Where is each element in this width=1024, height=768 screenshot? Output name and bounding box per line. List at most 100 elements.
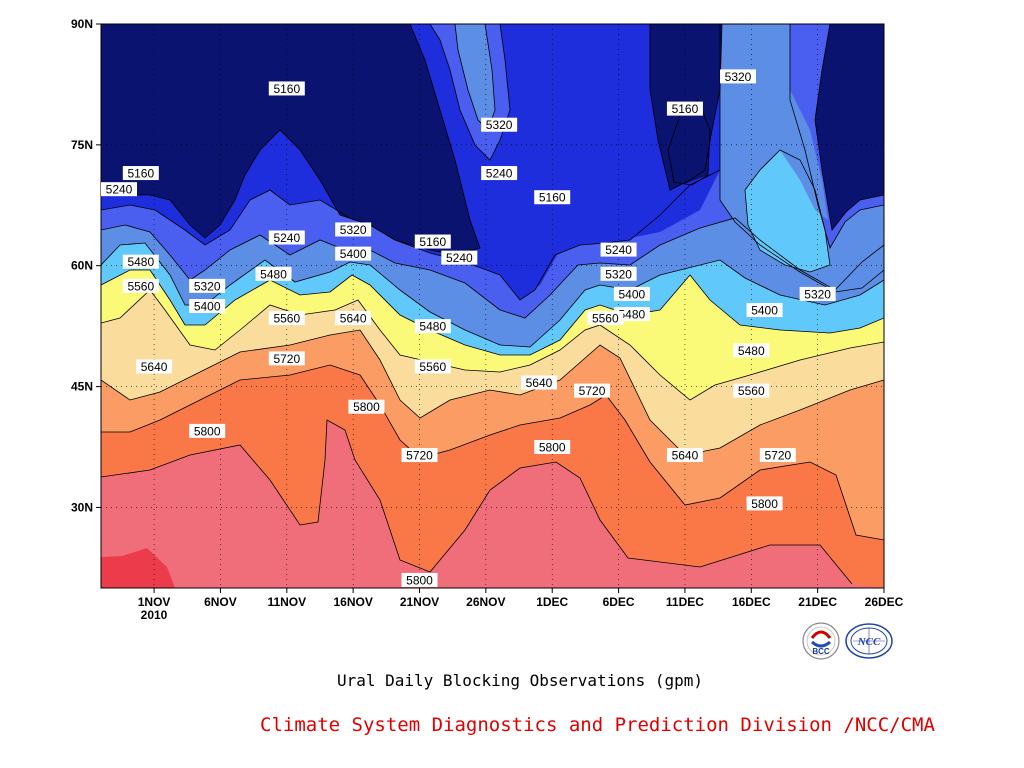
contour-label-text: 5560 [127,279,154,293]
contour-label: 5400 [746,303,783,318]
contour-label-text: 5320 [605,267,632,281]
contour-label: 5800 [534,440,571,455]
contour-label: 5320 [720,69,757,84]
contour-label-box [520,375,557,390]
contour-label: 5400 [189,299,226,314]
contour-label-box [189,423,226,438]
contour-label-box [401,572,438,587]
contour-label-text: 5800 [751,497,778,511]
contour-label-box [733,383,770,398]
contour-label: 5560 [268,311,305,326]
contour-line-5640 [101,329,884,456]
contour-label: 5320 [189,278,226,293]
contour-label-box [136,359,173,374]
contour-label: 5240 [101,182,137,197]
contour-label: 5640 [335,311,372,326]
contour-label-box [268,311,305,326]
contour-label-text: 5720 [406,449,433,463]
contour-label-box [613,286,650,301]
contour-fill-lt5160-pocket [668,100,710,185]
contour-label-box [481,166,518,181]
contour-label: 5560 [122,278,159,293]
contour-line-5240-upper [429,24,511,161]
bcc-logo-text: BCC [812,647,830,656]
contour-label-text: 5160 [539,191,566,205]
contour-label-text: 5320 [486,118,513,132]
contour-fill-5320-upper [455,24,495,130]
contour-label-box [348,399,385,414]
contour-label-text: 5160 [419,235,446,249]
contour-fill-lt5160-ne [815,24,884,230]
x-tick-label: 11NOV [267,595,306,609]
contour-label-box [255,266,292,281]
contour-label-text: 5720 [579,384,606,398]
contour-label-box [414,359,451,374]
contour-label-text: 5800 [406,573,433,587]
x-tick-label: 21NOV [400,595,439,609]
contour-label: 5480 [255,266,292,281]
contour-label-text: 5240 [273,231,300,245]
contour-label: 5640 [520,375,557,390]
contour-label: 5480 [414,319,451,334]
y-tick-label: 30N [71,500,93,514]
contour-label-text: 5720 [764,449,791,463]
contour-label-text: 5240 [446,251,473,265]
contour-fill-lt5160 [101,24,480,255]
contour-line-5400-patch [744,149,831,273]
contour-label-text: 5800 [539,441,566,455]
x-tick-label: 6NOV [204,595,237,609]
contour-line-5320 [101,217,884,319]
x-tick-label: 1DEC [536,595,568,609]
contour-label-text: 5480 [738,344,765,358]
contour-label: 5320 [481,117,518,132]
contour-label-text: 5480 [260,267,287,281]
contour-label: 5640 [136,359,173,374]
x-tick-label: 16DEC [732,595,771,609]
contour-label-box [335,246,372,261]
contour-label-text: 5320 [804,287,831,301]
contour-label-box [268,81,305,96]
contour-line-5320-high [719,24,884,293]
x-tick-label: 21DEC [798,595,837,609]
contour-label: 5320 [799,286,836,301]
contour-label-text: 5240 [605,243,632,257]
contour-label-text: 5640 [672,449,699,463]
contour-label: 5560 [733,383,770,398]
contour-label: 5800 [401,572,438,587]
x-tick-label: 26NOV [466,595,505,609]
contour-label: 5320 [335,222,372,237]
contour-label: 5560 [587,311,624,326]
contour-label-text: 5800 [353,400,380,414]
contour-label: 5720 [574,383,611,398]
contour-label: 5400 [613,286,650,301]
contour-label-text: 5400 [194,300,221,314]
contour-label-text: 5720 [273,352,300,366]
contour-label: 5160 [534,190,571,205]
contour-label: 5240 [268,230,305,245]
contour-label: 5160 [666,101,703,116]
contour-label: 5160 [414,234,451,249]
contour-label-text: 5560 [419,360,446,374]
contour-label-box [733,343,770,358]
x-axis: 1NOV 6NOV 11NOV 16NOV 21NOV 26NOV 1DEC 6DEC 11DE… [138,588,904,609]
y-tick-label: 75N [71,138,93,152]
contour-line-5800 [101,419,853,585]
contour-label-text: 5160 [127,167,154,181]
contour-label-box [534,190,571,205]
contour-label: 5720 [268,351,305,366]
contour-label: 5240 [441,250,478,265]
contour-label-text: 5240 [486,167,513,181]
contour-label: 5160 [268,81,305,96]
contour-line-5160-high [814,24,884,231]
contour-line-5160-east [649,24,723,191]
contour-label-text: 5400 [751,304,778,318]
contour-label-text: 5640 [141,360,168,374]
contour-label-text: 5320 [194,279,221,293]
contour-label-box [122,166,159,181]
y-axis: 90N 75N 60N 45N 30N [71,17,101,514]
contour-fill-5480-patch [760,90,828,220]
contour-label-box [268,230,305,245]
contour-label-text: 5480 [618,308,645,322]
contour-label-box [335,311,372,326]
